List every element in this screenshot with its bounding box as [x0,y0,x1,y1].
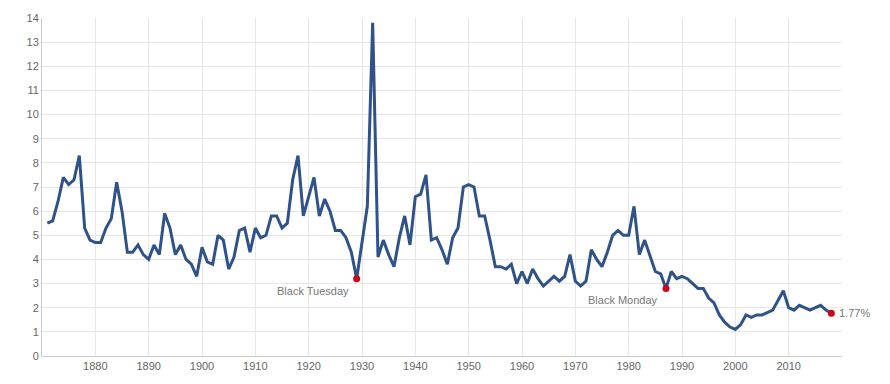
svg-text:Black Tuesday: Black Tuesday [277,285,349,297]
svg-text:1.77%: 1.77% [839,307,870,319]
svg-text:7: 7 [33,181,39,193]
svg-text:5: 5 [33,229,39,241]
svg-text:1880: 1880 [83,360,107,372]
svg-text:8: 8 [33,157,39,169]
svg-text:1930: 1930 [350,360,374,372]
svg-text:3: 3 [33,277,39,289]
svg-text:1900: 1900 [190,360,214,372]
svg-text:2: 2 [33,302,39,314]
svg-text:1960: 1960 [510,360,534,372]
svg-text:6: 6 [33,205,39,217]
svg-text:1950: 1950 [456,360,480,372]
svg-text:14: 14 [27,12,39,24]
svg-text:10: 10 [27,108,39,120]
svg-text:2010: 2010 [776,360,800,372]
svg-text:1990: 1990 [670,360,694,372]
svg-text:1: 1 [33,326,39,338]
svg-text:1910: 1910 [243,360,267,372]
svg-text:9: 9 [33,133,39,145]
svg-text:1980: 1980 [616,360,640,372]
svg-text:1920: 1920 [296,360,320,372]
svg-text:4: 4 [33,253,39,265]
svg-text:Black Monday: Black Monday [588,294,658,306]
svg-text:12: 12 [27,60,39,72]
svg-text:1890: 1890 [136,360,160,372]
svg-text:2000: 2000 [723,360,747,372]
svg-text:1970: 1970 [563,360,587,372]
svg-text:13: 13 [27,36,39,48]
svg-text:0: 0 [33,350,39,362]
svg-text:11: 11 [27,84,38,96]
svg-text:1940: 1940 [403,360,427,372]
